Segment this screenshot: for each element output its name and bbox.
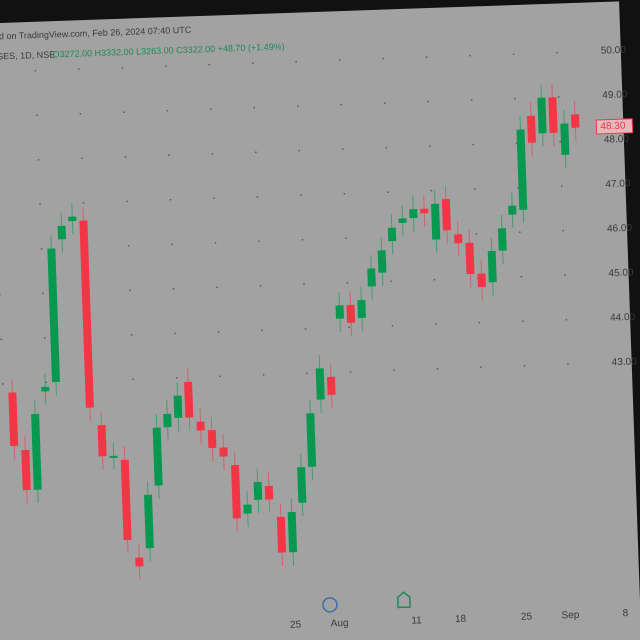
candle-body bbox=[231, 464, 241, 519]
x-tick-label: Sep bbox=[561, 610, 580, 622]
candle-body bbox=[398, 218, 407, 224]
candle-body bbox=[487, 250, 497, 283]
candle-body bbox=[173, 395, 183, 419]
candle-body bbox=[477, 273, 486, 288]
candle-body bbox=[409, 208, 418, 219]
candle-body bbox=[47, 248, 61, 383]
candle-body bbox=[57, 225, 67, 240]
candle-body bbox=[548, 97, 558, 134]
x-tick-label: 11 bbox=[411, 615, 422, 626]
candle-body bbox=[219, 447, 228, 457]
candle-body bbox=[570, 114, 580, 128]
candle-body bbox=[120, 459, 132, 541]
candle-body bbox=[8, 392, 19, 447]
candle-body bbox=[41, 386, 50, 392]
y-tick-label: 44.00 bbox=[610, 312, 636, 324]
candle-body bbox=[163, 413, 172, 428]
candle-body bbox=[508, 205, 517, 215]
y-tick-label: 49.00 bbox=[602, 89, 628, 101]
candle-body bbox=[243, 504, 252, 514]
x-tick-label: 8 bbox=[622, 608, 628, 619]
candle-body bbox=[367, 268, 376, 287]
candle-body bbox=[516, 129, 528, 210]
candle-body bbox=[152, 427, 163, 486]
candle-body bbox=[357, 299, 366, 319]
dividend-icon bbox=[396, 591, 411, 609]
candle-body bbox=[315, 368, 325, 400]
candle-body bbox=[346, 304, 356, 323]
candle-body bbox=[326, 376, 336, 395]
candle-body bbox=[207, 429, 217, 449]
candle-body bbox=[441, 198, 451, 231]
y-tick-label: 47.00 bbox=[605, 178, 631, 190]
candle-body bbox=[431, 203, 441, 240]
candle-body bbox=[184, 381, 194, 418]
candle-body bbox=[297, 466, 307, 503]
candle-body bbox=[465, 242, 475, 275]
y-tick-label: 48.00 bbox=[604, 134, 630, 146]
x-tick-label: Aug bbox=[331, 618, 349, 630]
candle-body bbox=[454, 234, 463, 244]
event-icon bbox=[322, 597, 338, 613]
candle-body bbox=[287, 511, 298, 553]
candle-body bbox=[387, 227, 397, 242]
candle-body bbox=[31, 413, 42, 490]
candle-body bbox=[527, 115, 536, 143]
x-tick-label: 18 bbox=[455, 614, 467, 625]
y-tick-label: 45.00 bbox=[608, 267, 634, 279]
candle-body bbox=[196, 421, 205, 431]
x-tick-label: 25 bbox=[290, 619, 302, 630]
candle-body bbox=[79, 220, 94, 408]
candle-body bbox=[537, 97, 547, 134]
candle-body bbox=[68, 216, 77, 222]
y-tick-label: 50.00 bbox=[601, 45, 627, 57]
candle-body bbox=[335, 305, 344, 319]
last-price-box bbox=[595, 118, 634, 135]
candle-body bbox=[377, 250, 387, 273]
candle-body bbox=[135, 557, 144, 567]
last-price-label: 48.30 bbox=[600, 121, 626, 133]
candle-body bbox=[109, 455, 118, 458]
candle-body bbox=[143, 494, 154, 549]
chart-subtitle: ISES, 1D, NSE bbox=[0, 49, 55, 61]
candle-body bbox=[253, 481, 263, 500]
candle-body bbox=[497, 228, 507, 251]
y-tick-label: 43.00 bbox=[611, 356, 637, 368]
x-tick-label: 25 bbox=[521, 611, 533, 622]
candle-body bbox=[420, 208, 429, 214]
candle-body bbox=[560, 123, 570, 155]
y-tick-label: 46.00 bbox=[607, 223, 633, 235]
candle-body bbox=[97, 424, 107, 457]
candle-body bbox=[306, 413, 317, 467]
candle-body bbox=[264, 485, 274, 500]
candle-body bbox=[21, 449, 31, 491]
candle-body bbox=[276, 516, 287, 553]
